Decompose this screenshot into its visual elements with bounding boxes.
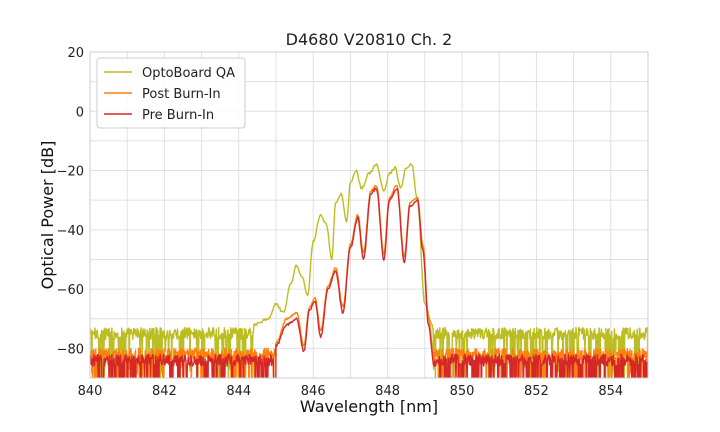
x-tick-label: 848 <box>375 384 400 399</box>
y-axis-title: Optical Power [dB] <box>38 141 57 290</box>
legend-box <box>96 57 246 129</box>
legend-label: OptoBoard QA <box>142 66 235 81</box>
x-axis-title: Wavelength [nm] <box>300 397 438 416</box>
y-tick-label: 20 <box>67 46 84 61</box>
series-line-pre-burn-in <box>90 187 648 378</box>
legend-label: Pre Burn-In <box>142 108 214 123</box>
x-tick-label: 852 <box>524 384 549 399</box>
y-tick-label: −20 <box>57 165 84 180</box>
y-tick-label: −60 <box>57 283 84 298</box>
x-tick-label: 844 <box>226 384 251 399</box>
x-tick-label: 846 <box>301 384 326 399</box>
x-tick-label: 854 <box>598 384 623 399</box>
plot-frame <box>89 51 649 379</box>
series-line-optoboard-qa <box>90 163 648 378</box>
legend-label: Post Burn-In <box>142 87 221 102</box>
series-line-post-burn-in <box>90 184 648 378</box>
x-tick-label: 840 <box>78 384 103 399</box>
legend: OptoBoard QA Post Burn-In Pre Burn-In <box>96 57 246 129</box>
y-tick-label: −80 <box>57 342 84 357</box>
series-layer <box>90 163 648 378</box>
x-tick-label: 842 <box>152 384 177 399</box>
y-tick-label: 0 <box>76 105 84 120</box>
chart-title: D4680 V20810 Ch. 2 <box>286 30 453 49</box>
x-tick-label: 850 <box>450 384 475 399</box>
y-tick-label: −40 <box>57 224 84 239</box>
tick-labels: 840 842 844 846 848 850 852 854 20 0 −20 −40 −60 −80 <box>57 46 624 399</box>
